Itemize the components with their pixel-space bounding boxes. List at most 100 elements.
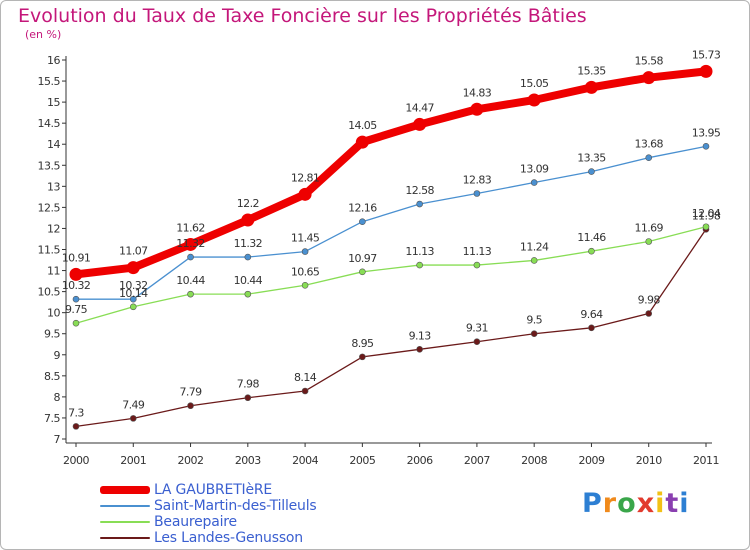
- data-point: [530, 179, 538, 186]
- data-label: 7.79: [179, 386, 202, 399]
- data-label: 12.04: [692, 207, 721, 220]
- y-tick-label: 10: [47, 307, 60, 320]
- y-tick-label: 14: [47, 138, 60, 151]
- data-point: [473, 338, 481, 346]
- x-tick-label: 2002: [178, 454, 204, 467]
- data-point: [470, 102, 484, 116]
- data-point: [584, 80, 598, 94]
- data-label: 11.46: [577, 231, 606, 244]
- data-point: [244, 290, 252, 298]
- y-tick-label: 15: [47, 96, 60, 109]
- data-label: 14.05: [348, 119, 377, 132]
- series-line: [75, 226, 707, 324]
- data-point: [187, 402, 194, 410]
- data-label: 10.91: [62, 251, 91, 264]
- data-label: 9.98: [638, 294, 661, 307]
- legend-item-beaurepaire: Beaurepaire: [100, 514, 317, 530]
- data-label: 8.95: [351, 337, 374, 350]
- data-label: 11.98: [692, 209, 721, 222]
- data-label: 12.58: [405, 184, 434, 197]
- data-point: [527, 93, 541, 107]
- y-tick-label: 9.5: [44, 328, 60, 341]
- legend-swatch: [100, 537, 150, 539]
- data-point: [244, 394, 252, 402]
- data-label: 10.44: [234, 274, 263, 287]
- data-point: [72, 295, 80, 303]
- data-label: 11.07: [119, 245, 148, 258]
- data-label: 13.68: [634, 138, 663, 151]
- y-tick-label: 9: [54, 349, 61, 362]
- data-label: 9.13: [409, 329, 432, 342]
- data-point: [355, 135, 369, 149]
- data-point: [473, 190, 481, 197]
- data-label: 7.49: [122, 398, 145, 411]
- data-point: [301, 248, 309, 255]
- data-point: [359, 268, 366, 276]
- data-label: 11.69: [634, 221, 663, 234]
- x-tick-label: 2007: [464, 454, 490, 467]
- data-point: [588, 168, 595, 175]
- series-line: [72, 67, 710, 279]
- data-point: [530, 257, 538, 264]
- y-tick-label: 13.5: [38, 159, 61, 172]
- data-label: 10.44: [176, 274, 205, 287]
- y-tick-label: 16: [47, 54, 60, 67]
- data-label: 11.13: [405, 245, 434, 258]
- legend-item-saint-martin: Saint-Martin-des-Tilleuls: [100, 498, 317, 514]
- data-point: [241, 213, 255, 227]
- data-label: 13.95: [692, 126, 721, 139]
- x-tick-label: 2000: [63, 454, 89, 467]
- data-point: [187, 253, 194, 261]
- data-point: [645, 154, 653, 161]
- data-label: 11.32: [176, 237, 205, 250]
- data-label: 15.35: [577, 64, 606, 77]
- legend-label: Les Landes-Genusson: [154, 530, 303, 546]
- data-point: [69, 267, 83, 281]
- data-point: [413, 117, 427, 131]
- data-label: 9.64: [580, 308, 603, 321]
- x-tick-label: 2005: [349, 454, 375, 467]
- data-point: [359, 353, 366, 361]
- legend: LA GAUBRETIèRE Saint-Martin-des-Tilleuls…: [100, 482, 317, 547]
- data-label: 14.47: [405, 101, 434, 114]
- data-label: 11.45: [291, 232, 320, 245]
- data-label: 15.05: [520, 77, 549, 90]
- data-point: [129, 295, 137, 303]
- data-label: 7.98: [237, 378, 260, 391]
- data-point: [359, 218, 366, 226]
- unit-label: (en %): [25, 28, 62, 41]
- data-point: [72, 319, 80, 327]
- data-point: [588, 324, 595, 332]
- x-tick-label: 2008: [521, 454, 547, 467]
- legend-label: Beaurepaire: [154, 514, 237, 530]
- data-label: 8.14: [294, 371, 317, 384]
- legend-swatch: [100, 486, 150, 494]
- data-label: 7.3: [68, 406, 84, 419]
- data-label: 10.32: [62, 279, 91, 292]
- data-point: [473, 261, 481, 269]
- y-tick-label: 15.5: [38, 75, 61, 88]
- data-label: 15.73: [692, 48, 721, 61]
- data-point: [416, 346, 423, 353]
- data-label: 10.97: [348, 252, 377, 265]
- data-label: 9.75: [65, 303, 88, 316]
- data-label: 9.5: [526, 314, 542, 327]
- data-point: [702, 143, 710, 150]
- legend-item-les-landes-genusson: Les Landes-Genusson: [100, 530, 317, 546]
- data-label: 12.2: [237, 197, 259, 210]
- data-label: 10.14: [119, 287, 148, 300]
- data-point: [301, 281, 309, 289]
- data-label: 11.32: [234, 237, 263, 250]
- data-label: 12.83: [463, 173, 492, 186]
- data-point: [645, 238, 653, 245]
- data-point: [702, 223, 710, 231]
- y-tick-label: 8.5: [44, 370, 60, 383]
- data-label: 13.35: [577, 152, 606, 165]
- data-label: 12.81: [291, 171, 320, 184]
- legend-swatch: [100, 521, 150, 523]
- x-tick-label: 2004: [292, 454, 318, 467]
- data-point: [126, 261, 140, 275]
- x-tick-label: 2011: [693, 454, 719, 467]
- data-point: [298, 187, 312, 201]
